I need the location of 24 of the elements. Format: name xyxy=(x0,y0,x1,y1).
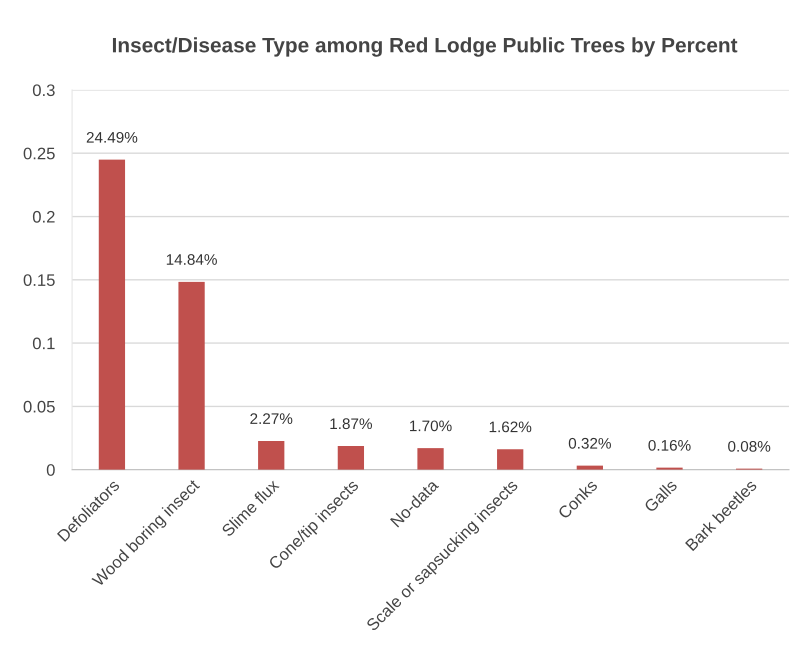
y-tick-label: 0.15 xyxy=(24,274,55,286)
data-label: 1.87% xyxy=(330,418,372,430)
data-label: 2.27% xyxy=(250,413,292,424)
data-label: 1.62% xyxy=(490,421,532,432)
data-label: 24.49% xyxy=(86,132,138,143)
y-tick-label: 0.2 xyxy=(32,210,55,223)
data-label: 0.16% xyxy=(648,440,691,451)
y-tick-label: 0.3 xyxy=(32,84,55,96)
bar xyxy=(497,449,524,470)
bar xyxy=(576,466,603,470)
bar xyxy=(338,446,364,470)
data-label: 0.08% xyxy=(728,440,770,452)
y-tick-label: 0.25 xyxy=(24,148,55,160)
data-label: 0.32% xyxy=(568,438,611,449)
bar xyxy=(258,440,284,470)
y-tick-label: 0 xyxy=(46,464,55,476)
chart-title: Insect/Disease Type among Red Lodge Public Trees by Percent xyxy=(112,37,738,57)
data-label: 14.84% xyxy=(166,254,217,265)
bar xyxy=(98,160,126,470)
y-tick-label: 0.1 xyxy=(32,338,55,350)
data-label: 1.70% xyxy=(410,420,452,432)
bar xyxy=(178,282,205,470)
y-tick-label: 0.05 xyxy=(24,400,55,413)
bar xyxy=(417,448,444,470)
